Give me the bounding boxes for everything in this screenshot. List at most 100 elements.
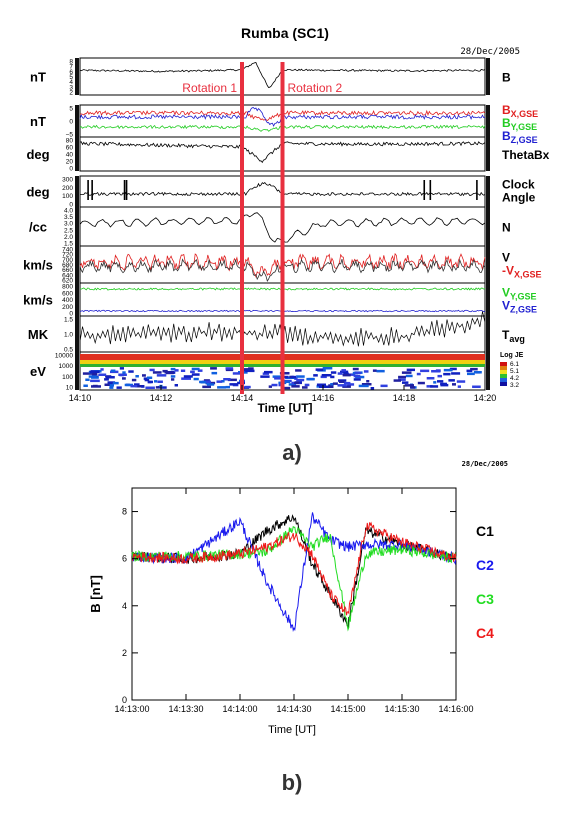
spectrogram-pixel bbox=[92, 384, 98, 388]
figure-b-x-tick-label: 14:15:30 bbox=[384, 704, 419, 714]
legend-C2: C2 bbox=[476, 557, 494, 573]
panel-y-tick-label: 740 bbox=[62, 247, 73, 254]
legend-subscript: avg bbox=[509, 334, 525, 344]
panel-y-tick-label: 200 bbox=[62, 304, 73, 311]
colorbar-segment bbox=[500, 374, 507, 378]
spectrogram-pixel bbox=[281, 380, 290, 383]
spectrogram-pixel bbox=[116, 386, 122, 389]
spectrogram-pixel bbox=[271, 383, 278, 387]
spectrogram-pixel bbox=[147, 376, 153, 379]
legend-subscript: Y,GSE bbox=[511, 122, 538, 132]
panel-y-tick-label: 640 bbox=[62, 272, 73, 279]
legend-main: V bbox=[502, 251, 510, 265]
panel-y-tick-label: 0.5 bbox=[64, 347, 73, 354]
spectrogram-pixel bbox=[288, 383, 297, 386]
spectrogram-pixel bbox=[160, 386, 167, 389]
panel-y-tick-label: −5 bbox=[66, 132, 74, 139]
panel-edge-bar bbox=[75, 105, 79, 137]
spectrogram-pixel bbox=[197, 369, 203, 372]
figure-b-y-tick-label: 4 bbox=[122, 601, 127, 611]
spectrogram-pixel bbox=[135, 385, 145, 388]
panel-edge-bar bbox=[486, 176, 490, 207]
spectrogram-pixel bbox=[272, 375, 282, 378]
panel-y-tick-label: 3.5 bbox=[64, 214, 73, 221]
spectrogram-pixel bbox=[244, 385, 251, 389]
spectrogram-pixel bbox=[210, 367, 217, 370]
figure-a-panels: nT8765432BnT50−5BX,GSEBY,GSEBZ,GSEdeg806… bbox=[23, 57, 550, 392]
colorbar-tick: 6.1 bbox=[510, 361, 519, 368]
spectrogram-pixel bbox=[330, 371, 337, 374]
spectrogram-pixel bbox=[402, 381, 409, 384]
spectrogram-pixel bbox=[142, 374, 146, 377]
colorbar-segment bbox=[500, 366, 507, 370]
panel-unit-label: nT bbox=[30, 70, 46, 85]
spectrogram-pixel bbox=[342, 385, 351, 388]
panel-y-tick-label: 300 bbox=[62, 177, 73, 184]
panel-y-tick-label: 3.0 bbox=[64, 221, 73, 228]
spectrogram-pixel bbox=[203, 379, 210, 382]
spectrogram-pixel bbox=[157, 380, 163, 383]
figure-b-y-tick-label: 2 bbox=[122, 648, 127, 658]
spectrogram-pixel bbox=[473, 371, 482, 374]
spectrogram-pixel bbox=[282, 386, 291, 390]
spectrogram-pixel bbox=[302, 386, 308, 389]
legend-subscript: X,GSE bbox=[514, 270, 542, 280]
figure-b-x-tick-label: 14:13:00 bbox=[114, 704, 149, 714]
spectrogram-pixel bbox=[437, 380, 444, 383]
panel-y-tick-label: 4 bbox=[69, 79, 73, 86]
spectrogram-pixel bbox=[330, 383, 334, 386]
panel-y-tick-label: 1.0 bbox=[64, 332, 73, 339]
spectrogram-pixel bbox=[241, 371, 248, 374]
x-tick-label: 14:12 bbox=[150, 393, 173, 403]
spectrogram-pixel bbox=[221, 380, 225, 383]
spectrogram-pixel bbox=[340, 370, 349, 374]
panel-edge-bar bbox=[75, 176, 79, 207]
figure-b-legend: C1 C2 C3 C4 bbox=[476, 523, 494, 641]
spectrogram-pixel bbox=[398, 378, 406, 381]
spectrogram-pixel bbox=[144, 378, 150, 382]
panel-edge-bar bbox=[486, 316, 490, 352]
legend-main: V bbox=[502, 286, 510, 300]
spectrogram-pixel bbox=[420, 369, 430, 373]
spectrogram-pixel bbox=[134, 383, 140, 386]
colorbar-segment bbox=[500, 370, 507, 374]
spectrogram-pixel bbox=[119, 373, 124, 377]
spectrogram-pixel bbox=[405, 374, 413, 378]
legend-main: T bbox=[502, 328, 510, 342]
spectrogram-pixel bbox=[431, 370, 441, 373]
panel-edge-bar bbox=[486, 207, 490, 246]
figure-b-x-tick-label: 14:14:00 bbox=[222, 704, 257, 714]
spectrogram-pixel bbox=[143, 377, 149, 380]
panel-y-tick-label: 1000 bbox=[59, 363, 74, 370]
spectrogram-pixel bbox=[279, 372, 290, 375]
rotation-markers: Rotation 1 Rotation 2 bbox=[182, 62, 343, 394]
spectrogram-pixel bbox=[156, 374, 167, 377]
spectrogram-pixel bbox=[109, 386, 114, 389]
spectrogram-pixel bbox=[457, 385, 461, 388]
spectrogram-pixel bbox=[130, 384, 138, 388]
legend-subscript: X,GSE bbox=[511, 109, 539, 119]
spectrogram-pixel bbox=[229, 383, 238, 386]
spectrogram-pixel bbox=[104, 383, 113, 386]
spectrogram-pixel bbox=[337, 384, 347, 387]
panel-edge-bar bbox=[486, 246, 490, 283]
spectrogram-pixel bbox=[440, 383, 449, 387]
panel-edge-bar bbox=[486, 137, 490, 171]
rotation-2-label: Rotation 2 bbox=[288, 81, 343, 95]
panel-y-tick-label: 8 bbox=[69, 59, 73, 66]
panel-y-tick-label: 100 bbox=[62, 374, 73, 381]
spectrogram-pixel bbox=[82, 372, 93, 375]
figure-b-multi-spacecraft-plot: 28/Dec/2005 14:13:00 14:13:30 14:14:00 14:1… bbox=[88, 460, 508, 795]
panel-legend-entry: BX,GSE bbox=[502, 103, 538, 119]
spectrogram-pixel bbox=[316, 383, 326, 386]
panel-legend-entry: ThetaBx bbox=[502, 148, 550, 162]
colorbar-tick: 4.2 bbox=[510, 375, 519, 382]
spectrogram-pixel bbox=[122, 371, 126, 374]
panel-edge-bar bbox=[75, 58, 79, 95]
panel-legend-entry: N bbox=[502, 221, 511, 235]
panel-legend-entry: Clock bbox=[502, 178, 535, 192]
spectrogram-pixel bbox=[398, 375, 406, 379]
panel-y-tick-label: 2 bbox=[69, 90, 73, 97]
legend-subscript: Y,GSE bbox=[510, 292, 537, 302]
spectrogram-pixel bbox=[274, 377, 285, 380]
